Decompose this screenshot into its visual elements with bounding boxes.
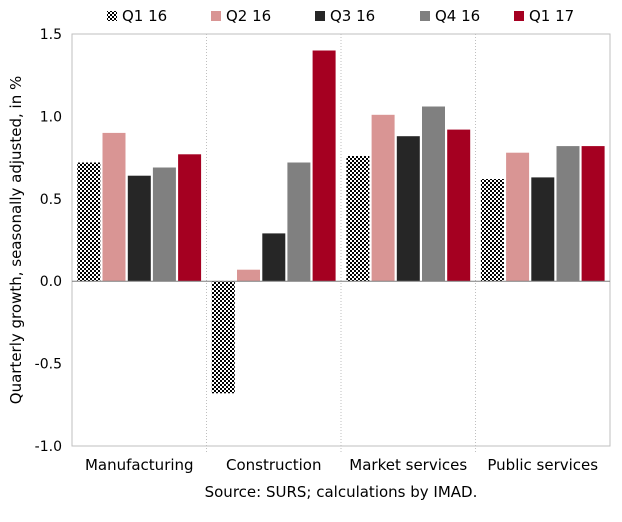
y-tick-label: 1.5: [40, 27, 62, 43]
x-tick-label: Construction: [226, 456, 322, 474]
bar-q3-16-market-services: [396, 136, 420, 282]
y-tick-label: -0.5: [35, 357, 62, 373]
x-axis-labels: Manufacturing Construction Market services…: [85, 456, 598, 474]
bar-q3-16-manufacturing: [127, 175, 151, 282]
bar-q4-16-manufacturing: [152, 167, 176, 282]
legend-label: Q4 16: [435, 7, 480, 25]
x-tick-label: Public services: [487, 456, 598, 474]
y-tick-label: -1.0: [35, 439, 62, 455]
source-note: Source: SURS; calculations by IMAD.: [205, 483, 478, 501]
bar-q3-16-public-services: [531, 177, 555, 282]
legend-swatch: [315, 11, 325, 21]
y-tick-label: 1.0: [40, 109, 62, 125]
bar-q1-17-public-services: [581, 146, 605, 282]
category-separators: [206, 34, 476, 452]
bar-q2-16-construction: [237, 269, 260, 282]
bars: [77, 50, 605, 394]
legend-label: Q1 16: [122, 7, 167, 25]
bar-q1-16-public-services: [480, 179, 504, 282]
bar-q3-16-construction: [262, 233, 286, 282]
legend-label: Q3 16: [330, 7, 375, 25]
x-tick-label: Manufacturing: [85, 456, 194, 474]
legend-swatch: [420, 11, 430, 21]
bar-q4-16-construction: [287, 162, 311, 282]
legend-swatch: [514, 11, 524, 21]
legend-swatch: [211, 11, 221, 21]
bar-q1-17-market-services: [447, 129, 471, 282]
x-tick-label: Market services: [349, 456, 467, 474]
bar-q1-16-market-services: [346, 156, 370, 282]
bar-q1-16-manufacturing: [77, 162, 101, 282]
bar-q1-16-construction: [211, 281, 235, 394]
bar-q1-17-construction: [312, 50, 336, 282]
bar-q4-16-public-services: [556, 146, 580, 282]
bar-q2-16-public-services: [506, 152, 530, 282]
bar-q4-16-market-services: [422, 106, 445, 282]
legend-label: Q2 16: [226, 7, 271, 25]
legend-swatch: [107, 11, 117, 21]
y-tick-label: 0.5: [40, 192, 62, 208]
plot-frame: [71, 33, 611, 447]
bar-q2-16-market-services: [371, 114, 395, 282]
bar-q1-17-manufacturing: [178, 154, 202, 282]
bar-q2-16-manufacturing: [102, 132, 126, 282]
y-tick-label: 0.0: [40, 274, 62, 290]
y-axis-ticks: -1.0 -0.5 0.0 0.5 1.0 1.5: [35, 27, 62, 455]
legend-label: Q1 17: [529, 7, 574, 25]
legend: Q1 16 Q2 16 Q3 16 Q4 16 Q1 17: [107, 7, 574, 25]
y-axis-label: Quarterly growth, seasonally adjusted, i…: [7, 76, 25, 404]
